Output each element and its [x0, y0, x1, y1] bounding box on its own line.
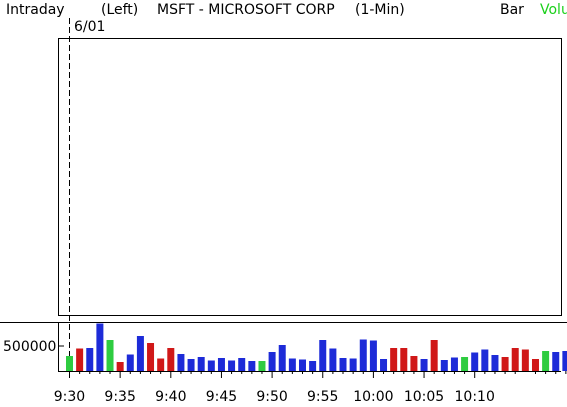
volume-bar: [319, 340, 327, 371]
volume-bar: [248, 361, 256, 371]
x-tick-label: 10:00: [353, 389, 393, 405]
x-tick-label: 9:50: [256, 389, 287, 405]
axis-ticks: 6363 1/26464 1/26565 1/25000009:309:359:…: [3, 339, 567, 405]
volume-bar: [491, 355, 499, 371]
price-panel-frame: [58, 38, 562, 316]
volume-bar: [147, 343, 155, 371]
volume-bar: [238, 358, 246, 371]
volume-bar: [461, 357, 469, 371]
volume-bar: [531, 359, 539, 371]
volume-bar: [126, 354, 134, 371]
volume-bar: [157, 358, 165, 371]
x-tick-label: 9:35: [104, 389, 135, 405]
volume-bar: [106, 340, 114, 371]
intraday-label: Intraday: [6, 2, 65, 18]
volume-toggle-label[interactable]: Volu: [540, 2, 567, 18]
volume-bar: [278, 345, 286, 371]
volume-bar: [339, 358, 347, 371]
volume-bar: [471, 352, 479, 371]
volume-bar: [207, 360, 215, 371]
volume-bar: [66, 356, 73, 371]
x-tick-label: 9:40: [155, 389, 186, 405]
symbol-title: MSFT - MICROSOFT CORP: [157, 2, 335, 18]
volume-tick-label: 500000: [3, 339, 56, 355]
volume-bar: [481, 349, 489, 371]
x-tick-label: 9:45: [206, 389, 237, 405]
volume-bar: [136, 336, 144, 371]
volume-bar: [268, 352, 276, 371]
volume-bar: [562, 351, 567, 371]
volume-bar: [501, 357, 509, 371]
volume-bar: [440, 360, 448, 371]
volume-bar: [511, 348, 519, 371]
volume-bar: [167, 348, 175, 371]
volume-bar: [552, 352, 560, 371]
volume-bar: [410, 356, 418, 371]
volume-bar: [177, 354, 185, 371]
volume-bar: [96, 323, 104, 371]
volume-bar: [217, 358, 225, 371]
volume-bar: [116, 362, 124, 371]
date-label: 6/01: [74, 19, 105, 35]
x-tick-label: 10:10: [455, 389, 495, 405]
volume-bar: [187, 359, 195, 371]
volume-bar: [76, 348, 84, 371]
volume-bar: [228, 360, 236, 371]
volume-bar: [430, 340, 438, 371]
x-tick-label: 10:05: [404, 389, 444, 405]
volume-bar: [542, 351, 550, 371]
chart-style-label[interactable]: Bar: [500, 2, 524, 18]
volume-bar: [309, 361, 317, 371]
volume-bar: [400, 348, 408, 371]
volume-bar: [288, 358, 296, 371]
volume-bar: [258, 361, 266, 371]
volume-bar: [359, 339, 367, 371]
volume-bar: [390, 348, 398, 371]
volume-bar: [369, 340, 377, 371]
volume-bar: [380, 359, 388, 371]
volume-bar: [329, 348, 337, 371]
axis-side-label: (Left): [101, 2, 138, 18]
volume-bar: [349, 358, 357, 371]
volume-bar: [420, 359, 428, 371]
volume-bar: [86, 348, 94, 371]
volume-bar: [450, 357, 458, 371]
x-tick-label: 9:55: [307, 389, 338, 405]
volume-bar: [197, 357, 205, 371]
volume-bar: [298, 359, 306, 371]
x-tick-label: 9:30: [54, 389, 85, 405]
volume-bar: [521, 349, 529, 371]
volume-bars: [66, 323, 567, 371]
interval-label: (1-Min): [355, 2, 405, 18]
